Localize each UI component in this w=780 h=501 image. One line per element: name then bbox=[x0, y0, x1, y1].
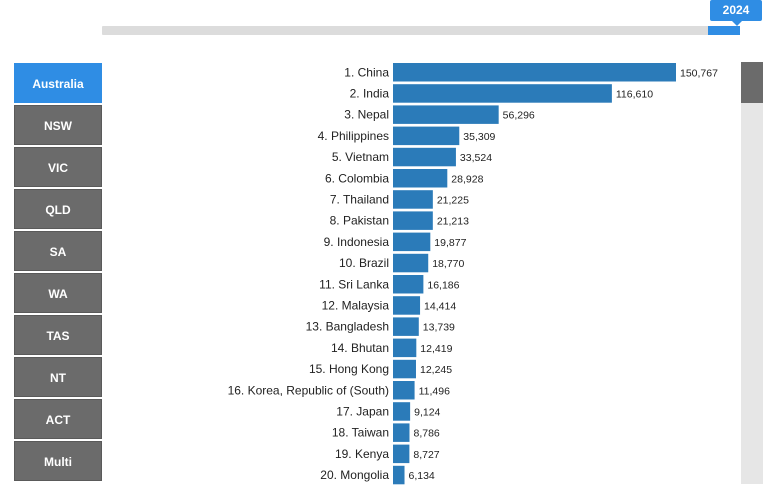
value-label-bhutan: 12,419 bbox=[420, 343, 452, 355]
bar-kenya[interactable] bbox=[393, 444, 410, 464]
category-label-philippines: 4. Philippines bbox=[318, 129, 389, 143]
value-label-nepal: 56,296 bbox=[503, 110, 535, 122]
bar-mongolia[interactable] bbox=[393, 465, 405, 485]
value-label-sri-lanka: 16,186 bbox=[427, 279, 459, 291]
bar-vietnam[interactable] bbox=[393, 147, 456, 167]
category-label-colombia: 6. Colombia bbox=[325, 171, 389, 185]
region-button-tas[interactable]: TAS bbox=[14, 315, 102, 355]
bar-bhutan[interactable] bbox=[393, 338, 417, 358]
bar-hong-kong[interactable] bbox=[393, 359, 416, 379]
region-button-nt[interactable]: NT bbox=[14, 357, 102, 397]
category-label-kenya: 19. Kenya bbox=[335, 447, 389, 461]
value-label-brazil: 18,770 bbox=[432, 258, 464, 270]
bar-taiwan[interactable] bbox=[393, 423, 410, 442]
category-label-malaysia: 12. Malaysia bbox=[322, 298, 390, 312]
bar-chart: 1. China 150,767 2. India 116,610 3. Nepal 56… bbox=[228, 63, 718, 485]
bar-pakistan[interactable] bbox=[393, 211, 433, 230]
region-button-multi[interactable]: Multi bbox=[14, 441, 102, 481]
region-button-vic[interactable]: VIC bbox=[14, 147, 102, 187]
category-label-india: 2. India bbox=[350, 86, 390, 100]
category-label-taiwan: 18. Taiwan bbox=[332, 426, 389, 440]
year-slider-fill bbox=[708, 26, 740, 35]
bar-sri-lanka[interactable] bbox=[393, 275, 424, 294]
value-label-hong-kong: 12,245 bbox=[420, 364, 452, 376]
category-label-china: 1. China bbox=[344, 65, 389, 79]
region-button-wa[interactable]: WA bbox=[14, 273, 102, 313]
category-label-vietnam: 5. Vietnam bbox=[332, 150, 389, 164]
category-label-mongolia: 20. Mongolia bbox=[320, 468, 389, 482]
bar-malaysia[interactable] bbox=[393, 296, 421, 315]
value-label-colombia: 28,928 bbox=[451, 173, 483, 185]
value-label-indonesia: 19,877 bbox=[434, 237, 466, 249]
region-button-act[interactable]: ACT bbox=[14, 399, 102, 439]
region-button-sa[interactable]: SA bbox=[14, 231, 102, 271]
region-sidebar: Australia NSW VIC QLD SA WA TAS NT ACT M… bbox=[14, 63, 102, 483]
year-slider-track[interactable] bbox=[102, 26, 740, 35]
value-label-kenya: 8,727 bbox=[413, 449, 439, 461]
category-label-bhutan: 14. Bhutan bbox=[331, 341, 389, 355]
category-label-korea-republic-of-south: 16. Korea, Republic of (South) bbox=[228, 383, 389, 397]
bar-colombia[interactable] bbox=[393, 169, 448, 188]
bar-bangladesh[interactable] bbox=[393, 317, 419, 336]
category-label-nepal: 3. Nepal bbox=[344, 108, 389, 122]
bar-brazil[interactable] bbox=[393, 253, 429, 273]
bar-india[interactable] bbox=[393, 84, 612, 103]
value-label-mongolia: 6,134 bbox=[409, 470, 435, 482]
region-button-australia[interactable]: Australia bbox=[14, 63, 102, 103]
value-label-taiwan: 8,786 bbox=[413, 428, 439, 440]
value-label-india: 116,610 bbox=[616, 88, 653, 100]
region-button-nsw[interactable]: NSW bbox=[14, 105, 102, 145]
bar-korea-republic-of-south[interactable] bbox=[393, 381, 415, 400]
category-label-indonesia: 9. Indonesia bbox=[324, 235, 390, 249]
value-label-japan: 9,124 bbox=[414, 406, 440, 418]
value-label-thailand: 21,225 bbox=[437, 194, 469, 206]
bar-china[interactable] bbox=[393, 63, 676, 82]
bar-thailand[interactable] bbox=[393, 190, 433, 209]
chart-scrollbar[interactable] bbox=[741, 62, 763, 484]
value-label-bangladesh: 13,739 bbox=[423, 322, 455, 334]
bar-nepal[interactable] bbox=[393, 105, 499, 124]
bar-indonesia[interactable] bbox=[393, 232, 431, 252]
year-slider-handle[interactable]: 2024 bbox=[710, 0, 762, 26]
category-label-brazil: 10. Brazil bbox=[339, 256, 389, 270]
category-label-pakistan: 8. Pakistan bbox=[330, 214, 389, 228]
category-label-hong-kong: 15. Hong Kong bbox=[309, 362, 389, 376]
scrollbar-thumb[interactable] bbox=[741, 62, 763, 103]
value-label-malaysia: 14,414 bbox=[424, 300, 456, 312]
category-label-bangladesh: 13. Bangladesh bbox=[306, 320, 389, 334]
value-label-china: 150,767 bbox=[680, 67, 718, 79]
value-label-vietnam: 33,524 bbox=[460, 152, 492, 164]
value-label-pakistan: 21,213 bbox=[437, 216, 469, 228]
category-label-sri-lanka: 11. Sri Lanka bbox=[319, 277, 389, 291]
category-label-japan: 17. Japan bbox=[336, 404, 389, 418]
bar-philippines[interactable] bbox=[393, 126, 460, 146]
category-label-thailand: 7. Thailand bbox=[330, 192, 389, 206]
value-label-korea-republic-of-south: 11,496 bbox=[419, 385, 450, 397]
bar-japan[interactable] bbox=[393, 402, 411, 421]
region-button-qld[interactable]: QLD bbox=[14, 189, 102, 229]
value-label-philippines: 35,309 bbox=[463, 131, 495, 143]
